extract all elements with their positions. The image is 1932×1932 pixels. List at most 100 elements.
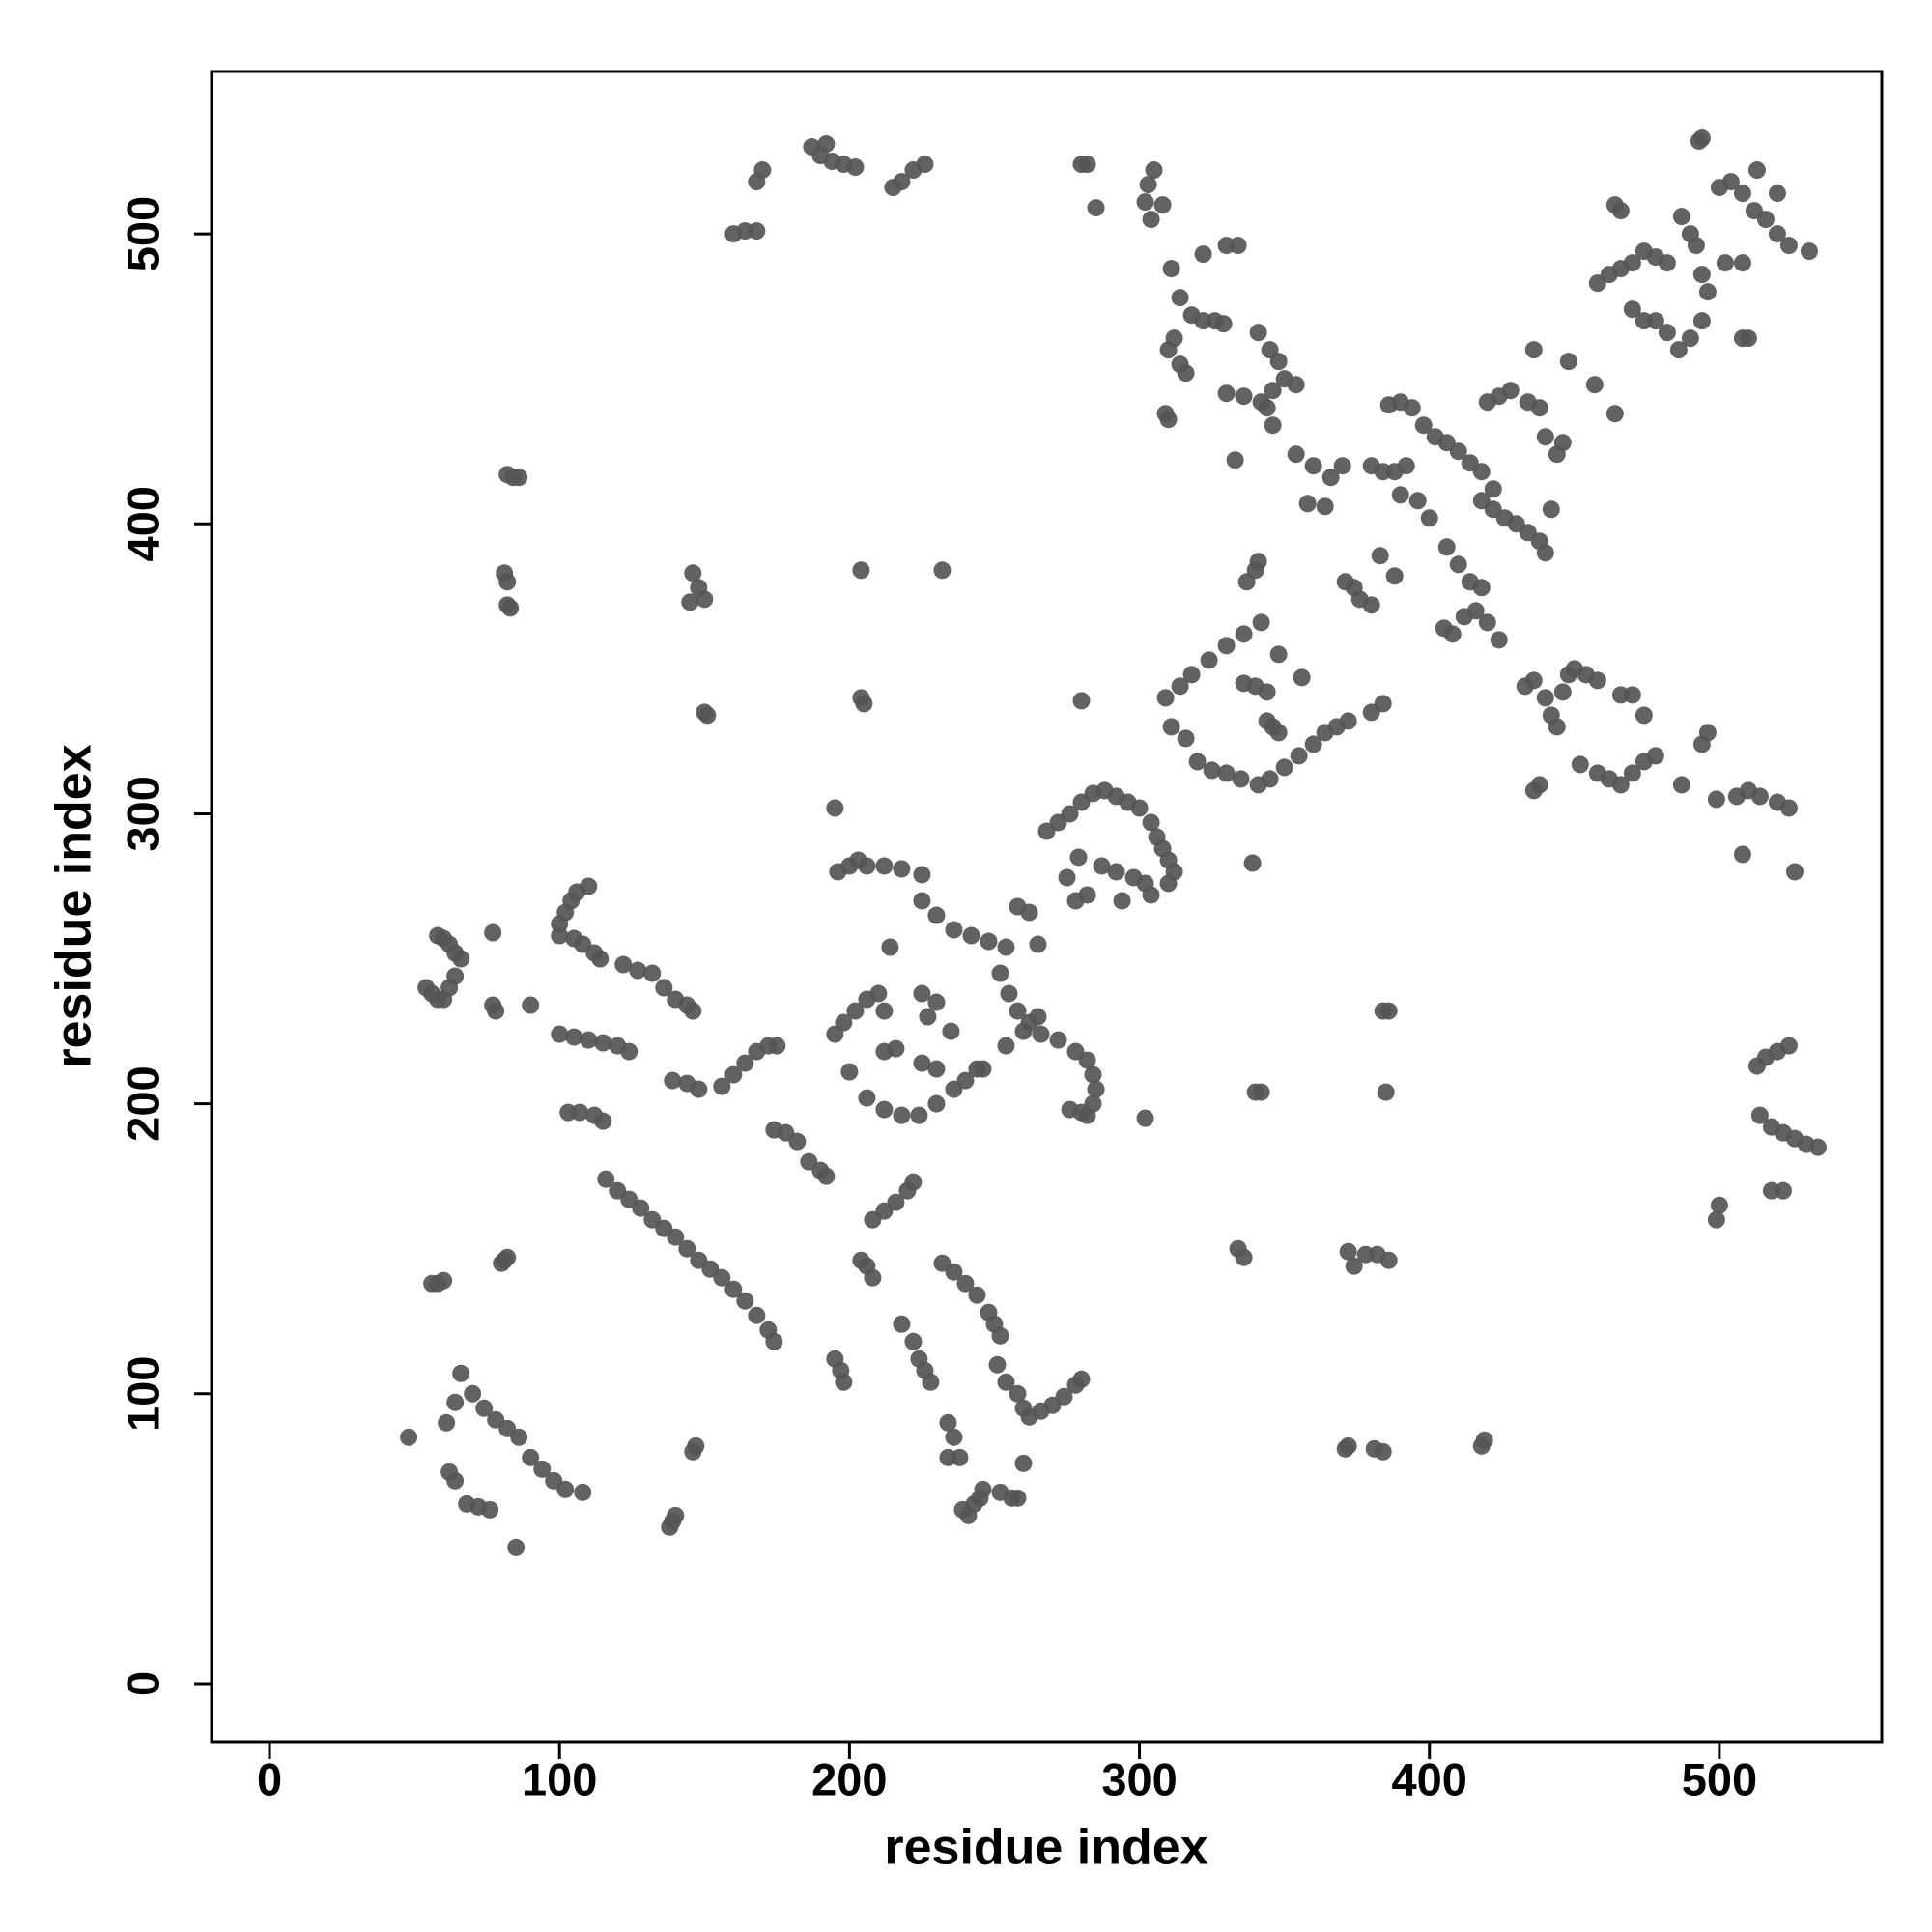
contact-point [1014,1454,1033,1472]
contact-point [501,599,520,617]
contact-point [1530,399,1548,417]
contact-point [1252,613,1270,632]
contact-point [768,1037,786,1055]
y-tick-label: 0 [117,1671,168,1696]
contact-point [904,1173,923,1191]
contact-point [522,1448,540,1466]
contact-point [1733,185,1751,203]
contact-point [446,1471,465,1490]
contact-point [438,1413,456,1432]
contact-point [1290,747,1308,765]
contact-point [664,1071,682,1090]
contact-point [1466,602,1485,620]
contact-point [452,1364,470,1382]
contact-point [835,1373,853,1391]
contact-point [1316,497,1334,516]
contact-point [1536,689,1554,707]
contact-point [629,961,647,980]
contact-point [1710,1196,1728,1214]
contact-point [736,1054,754,1072]
contact-point [1142,211,1160,229]
contact-point [855,695,873,713]
contact-point [574,1483,592,1501]
contact-point [869,984,888,1003]
contact-point [1162,718,1180,736]
contact-point [1249,324,1267,342]
contact-point [475,1399,494,1417]
contact-point [840,1063,859,1081]
contact-point [881,938,899,956]
contact-point [1379,1251,1398,1269]
contact-point [1658,254,1676,272]
contact-point [1403,399,1421,417]
contact-point [927,1094,946,1113]
contact-point [698,706,717,724]
contact-point [1009,1489,1027,1507]
contact-point [1087,1080,1105,1098]
contact-point [1136,1109,1154,1127]
contact-point [1379,1002,1398,1020]
contact-point [1698,283,1717,301]
contact-point [922,1373,940,1391]
contact-point [945,1428,963,1446]
x-tick-label: 400 [1392,1753,1467,1804]
contact-point [507,1538,526,1556]
contact-point [1287,376,1305,394]
contact-point [1420,509,1438,527]
contact-point [858,1089,876,1107]
contact-point [1414,416,1433,435]
contact-point [551,1025,569,1043]
contact-point [1443,625,1462,643]
contact-point [1536,544,1554,562]
contact-point [643,964,662,982]
contact-point [913,1054,931,1072]
contact-point [1692,312,1711,330]
contact-point [498,573,517,591]
contact-point [1171,677,1189,696]
y-tick-label: 400 [117,486,168,561]
contact-point [1449,442,1467,461]
contact-point [1371,547,1389,565]
contact-point [1800,242,1818,261]
contact-point [1058,868,1076,887]
contact-point [510,469,528,487]
contact-point [571,1103,589,1122]
contact-point [913,984,931,1003]
contact-point [962,926,980,945]
contact-point [1145,161,1163,180]
contact-point [1672,208,1690,226]
contact-point [1264,382,1282,400]
contact-point [493,1254,511,1272]
contact-point [1194,245,1212,264]
contact-point [1646,312,1664,330]
contact-point [1139,176,1157,194]
contact-point [1733,254,1751,272]
contact-point [1136,193,1154,212]
contact-point [1672,776,1690,794]
contact-point [980,932,998,951]
contact-point [1768,225,1786,243]
contact-point [1692,266,1711,284]
contact-point [1449,555,1467,574]
contact-point [945,1263,963,1281]
plot-points [400,129,1827,1556]
contact-point [1768,185,1786,203]
contact-point [1605,405,1624,423]
contact-point [1747,161,1766,180]
contact-point [1739,329,1757,348]
contact-point [1130,799,1149,817]
contact-point [1156,689,1175,707]
contact-point [951,1448,969,1466]
contact-point [1287,445,1305,464]
contact-point [893,1106,911,1124]
contact-point [1029,935,1047,953]
contact-point [826,799,844,817]
contact-point [1014,1022,1033,1040]
contact-point [1374,695,1392,713]
contact-point [1214,315,1233,333]
contact-point [1229,237,1247,255]
contact-point [1524,341,1543,359]
contact-point [846,1002,865,1020]
contact-point [1203,761,1221,780]
